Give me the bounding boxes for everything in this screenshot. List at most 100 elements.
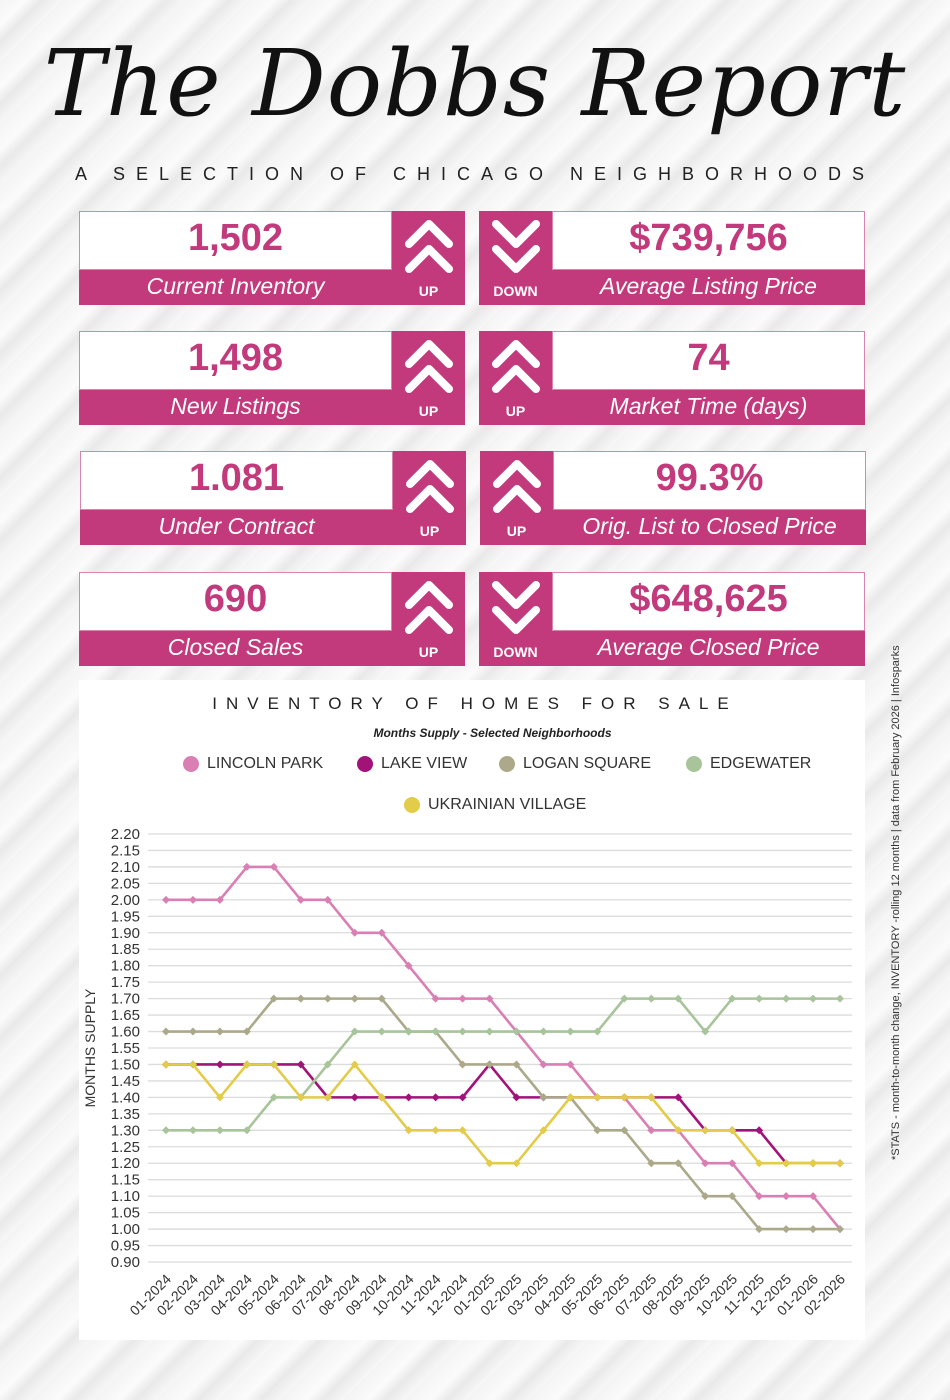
trend-box: UP [479,331,552,425]
data-point [836,994,844,1003]
data-point [647,994,656,1003]
data-point [620,1093,629,1102]
data-point [566,1060,575,1069]
trend-direction: UP [418,403,439,419]
stat-value-area [553,451,866,510]
data-point [512,1159,521,1168]
stat-value-area [80,451,393,510]
trend-box: UP [393,451,466,545]
data-point [566,1027,575,1036]
stat-value: $648,625 [629,578,788,620]
series-line [166,865,842,1230]
data-point [377,994,386,1003]
data-point [485,1060,494,1069]
data-point [647,1093,656,1102]
stat-card: UP 1,502 Current Inventory [79,211,465,305]
trend-direction: UP [506,523,527,539]
data-point [701,1159,710,1168]
data-point [593,1093,602,1102]
data-point [296,1093,305,1102]
data-point [162,1060,170,1069]
data-point [404,1126,413,1135]
data-point [323,1060,332,1069]
data-point [215,1093,224,1102]
data-point [269,862,278,871]
data-point [836,1225,844,1234]
data-point [269,1093,278,1102]
stat-card: DOWN $648,625 Average Closed Price [479,572,865,666]
data-point [350,1027,359,1036]
data-point [809,1225,818,1234]
y-tick-label: 1.65 [111,1007,140,1024]
data-point [782,1159,791,1168]
trend-box: UP [392,331,465,425]
data-point [188,1027,197,1036]
y-tick-label: 1.80 [111,958,140,975]
data-point [485,994,494,1003]
report-title: The Dobbs Report [43,30,907,137]
y-tick-label: 1.50 [111,1056,140,1073]
stat-label-band [79,631,392,666]
double-chevron-up-icon [493,460,541,513]
y-tick-label: 1.15 [111,1172,140,1189]
data-point [323,895,332,904]
stat-value-area [79,211,392,270]
stat-card: DOWN $739,756 Average Listing Price [479,211,865,305]
y-tick-label: 1.05 [111,1205,140,1222]
data-point [674,1126,683,1135]
data-point [162,895,170,904]
trend-direction: UP [418,283,439,299]
data-point [377,928,386,937]
stat-label: Orig. List to Closed Price [582,513,837,539]
data-point [458,994,467,1003]
data-point [809,1192,818,1201]
data-point [458,1093,467,1102]
trend-direction: DOWN [493,283,538,299]
data-point [647,1159,656,1168]
data-point [620,994,629,1003]
stat-value-area [79,331,392,390]
data-point [377,1093,386,1102]
legend-item: UKRAINIAN VILLAGE [404,796,586,814]
data-point [215,1027,224,1036]
series-line [166,997,840,1231]
data-point [431,1093,440,1102]
y-tick-label: 0.95 [111,1238,140,1255]
data-point [323,994,332,1003]
data-point [566,1093,575,1102]
data-point [458,1027,467,1036]
stat-value-area [552,211,865,270]
data-point [431,1126,440,1135]
data-point [458,1126,467,1135]
y-tick-label: 2.00 [111,892,140,909]
data-point [269,994,278,1003]
y-tick-label: 0.90 [111,1254,140,1271]
data-point [404,1027,413,1036]
data-point [593,1126,602,1135]
stat-card: UP 1.081 Under Contract [80,451,466,545]
stat-value-area [552,331,865,390]
legend-item: LINCOLN PARK [183,755,323,773]
stat-value: 99.3% [655,457,764,499]
stat-label: Under Contract [158,513,315,539]
stat-label: Average Listing Price [600,273,817,299]
stat-card: UP 99.3% Orig. List to Closed Price [480,451,866,545]
y-tick-label: 1.95 [111,908,140,925]
data-point [242,1126,251,1135]
trend-direction: DOWN [493,644,538,660]
stat-value-area [79,572,392,631]
data-point [377,1027,386,1036]
y-tick-label: 1.75 [111,974,140,991]
legend-swatch [404,797,420,813]
data-point [809,1159,818,1168]
stat-label-band [552,390,865,425]
data-point [350,994,359,1003]
double-chevron-down-icon [492,581,540,634]
trend-box: DOWN [479,211,552,305]
series-line [166,997,840,1132]
data-point [269,1060,278,1069]
data-point [431,1027,440,1036]
y-tick-label: 1.70 [111,991,140,1008]
stat-label-band [552,631,865,666]
